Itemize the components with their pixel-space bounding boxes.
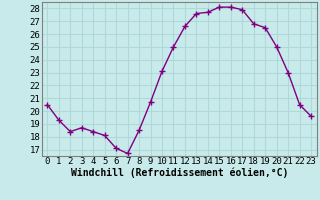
X-axis label: Windchill (Refroidissement éolien,°C): Windchill (Refroidissement éolien,°C) (70, 168, 288, 178)
